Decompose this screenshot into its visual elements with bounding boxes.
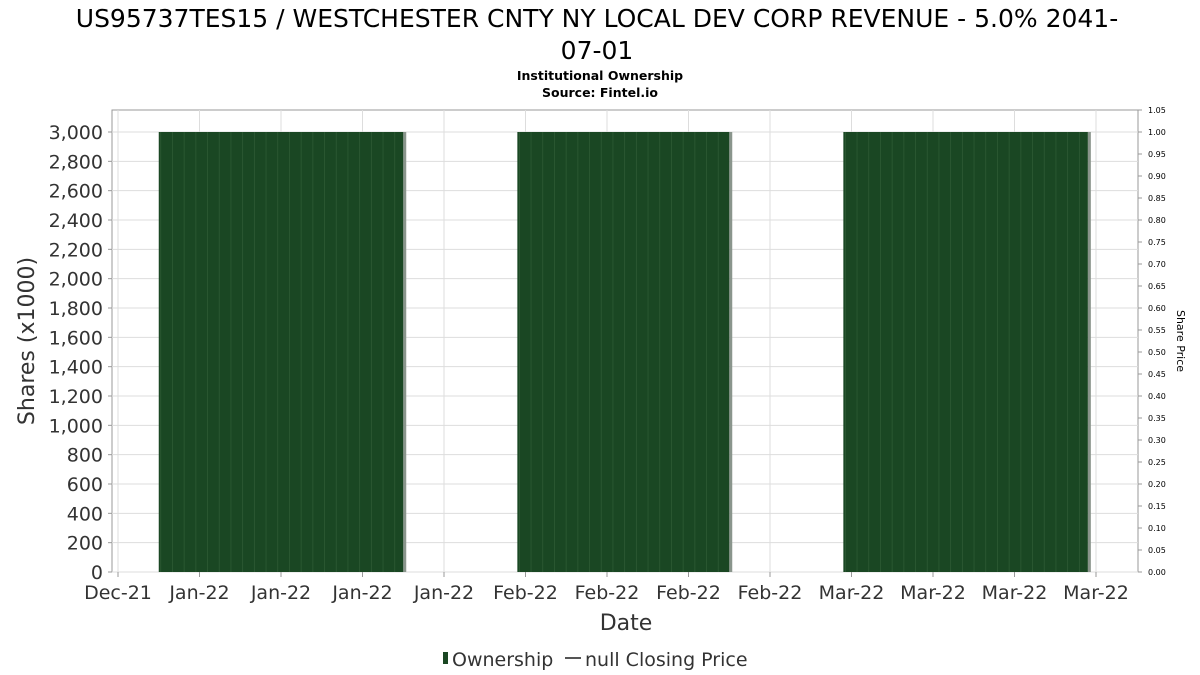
x-axis-label: Date: [600, 611, 653, 636]
y2-tick-label: 0.50: [1148, 348, 1166, 357]
y2-tick-label: 0.60: [1148, 304, 1166, 313]
ownership-bar: [158, 132, 404, 572]
y-tick-label: 2,800: [49, 151, 103, 173]
y2-tick-label: 0.95: [1148, 150, 1166, 159]
y-tick-label: 3,000: [49, 122, 103, 144]
y2-tick-label: 0.25: [1148, 458, 1166, 467]
x-tick-label: Mar-22: [900, 582, 966, 604]
x-tick-label: Jan-22: [331, 582, 392, 604]
y2-tick-label: 0.15: [1148, 502, 1166, 511]
ownership-bar-shadow: [403, 132, 407, 572]
y-tick-label: 2,400: [49, 210, 103, 232]
x-tick-label: Dec-21: [84, 582, 152, 604]
y2-tick-label: 0.00: [1148, 568, 1166, 577]
ownership-bar-shadow: [729, 132, 733, 572]
legend-ownership-label: Ownership: [452, 649, 553, 671]
y2-tick-label: 0.35: [1148, 414, 1166, 423]
chart-title-line-1: US95737TES15 / WESTCHESTER CNTY NY LOCAL…: [76, 4, 1118, 33]
ownership-bar: [843, 132, 1088, 572]
y-tick-label: 2,200: [49, 239, 103, 261]
y2-tick-label: 1.05: [1148, 106, 1166, 115]
chart-subtitle: Institutional Ownership: [517, 68, 683, 83]
axes: 0 200 400 600 800 1,000 1,200 1,400 1,600 1,800 2,…: [49, 106, 1166, 604]
y-tick-label: 1,800: [49, 298, 103, 320]
legend-ownership-swatch: [443, 652, 448, 664]
x-tick-label: Feb-22: [656, 582, 721, 604]
y2-tick-label: 0.85: [1148, 194, 1166, 203]
chart-source: Source: Fintel.io: [542, 85, 658, 100]
y-tick-label: 2,000: [49, 269, 103, 291]
y2-tick-label: 0.55: [1148, 326, 1166, 335]
y-tick-label: 1,600: [49, 327, 103, 349]
y2-tick-label: 0.20: [1148, 480, 1166, 489]
x-tick-label: Feb-22: [493, 582, 558, 604]
y2-tick-label: 0.10: [1148, 524, 1166, 533]
ownership-bars: [158, 132, 1091, 572]
x-tick-label: Feb-22: [575, 582, 640, 604]
x-tick-label: Mar-22: [1063, 582, 1129, 604]
x-tick-label: Feb-22: [738, 582, 803, 604]
y-tick-label: 2,600: [49, 181, 103, 203]
y-tick-label: 1,000: [49, 415, 103, 437]
y-axis-label: Shares (x1000): [15, 257, 40, 425]
y-tick-label: 800: [67, 445, 103, 467]
y2-tick-label: 0.75: [1148, 238, 1166, 247]
chart-title-line-2: 07-01: [561, 36, 634, 65]
y2-tick-label: 0.40: [1148, 392, 1166, 401]
y2-tick-label: 0.70: [1148, 260, 1166, 269]
ownership-bar-shadow: [1087, 132, 1091, 572]
ownership-bar: [517, 132, 730, 572]
y2-tick-label: 0.80: [1148, 216, 1166, 225]
x-tick-label: Mar-22: [819, 582, 885, 604]
y-tick-label: 400: [67, 503, 103, 525]
y-tick-label: 600: [67, 474, 103, 496]
y2-tick-label: 0.45: [1148, 370, 1166, 379]
x-tick-label: Jan-22: [413, 582, 474, 604]
legend: Ownership null Closing Price: [443, 649, 748, 671]
legend-price-label: null Closing Price: [585, 649, 748, 671]
y-tick-label: 0: [91, 562, 103, 584]
y-tick-label: 1,200: [49, 386, 103, 408]
y2-tick-label: 0.65: [1148, 282, 1166, 291]
y2-tick-label: 0.90: [1148, 172, 1166, 181]
y2-axis-label: Share Price: [1174, 310, 1187, 372]
y2-tick-label: 0.05: [1148, 546, 1166, 555]
y2-tick-label: 1.00: [1148, 128, 1166, 137]
y2-tick-label: 0.30: [1148, 436, 1166, 445]
x-tick-label: Mar-22: [982, 582, 1048, 604]
y-tick-label: 200: [67, 533, 103, 555]
x-tick-label: Jan-22: [168, 582, 229, 604]
y-tick-label: 1,400: [49, 357, 103, 379]
x-tick-label: Jan-22: [250, 582, 311, 604]
